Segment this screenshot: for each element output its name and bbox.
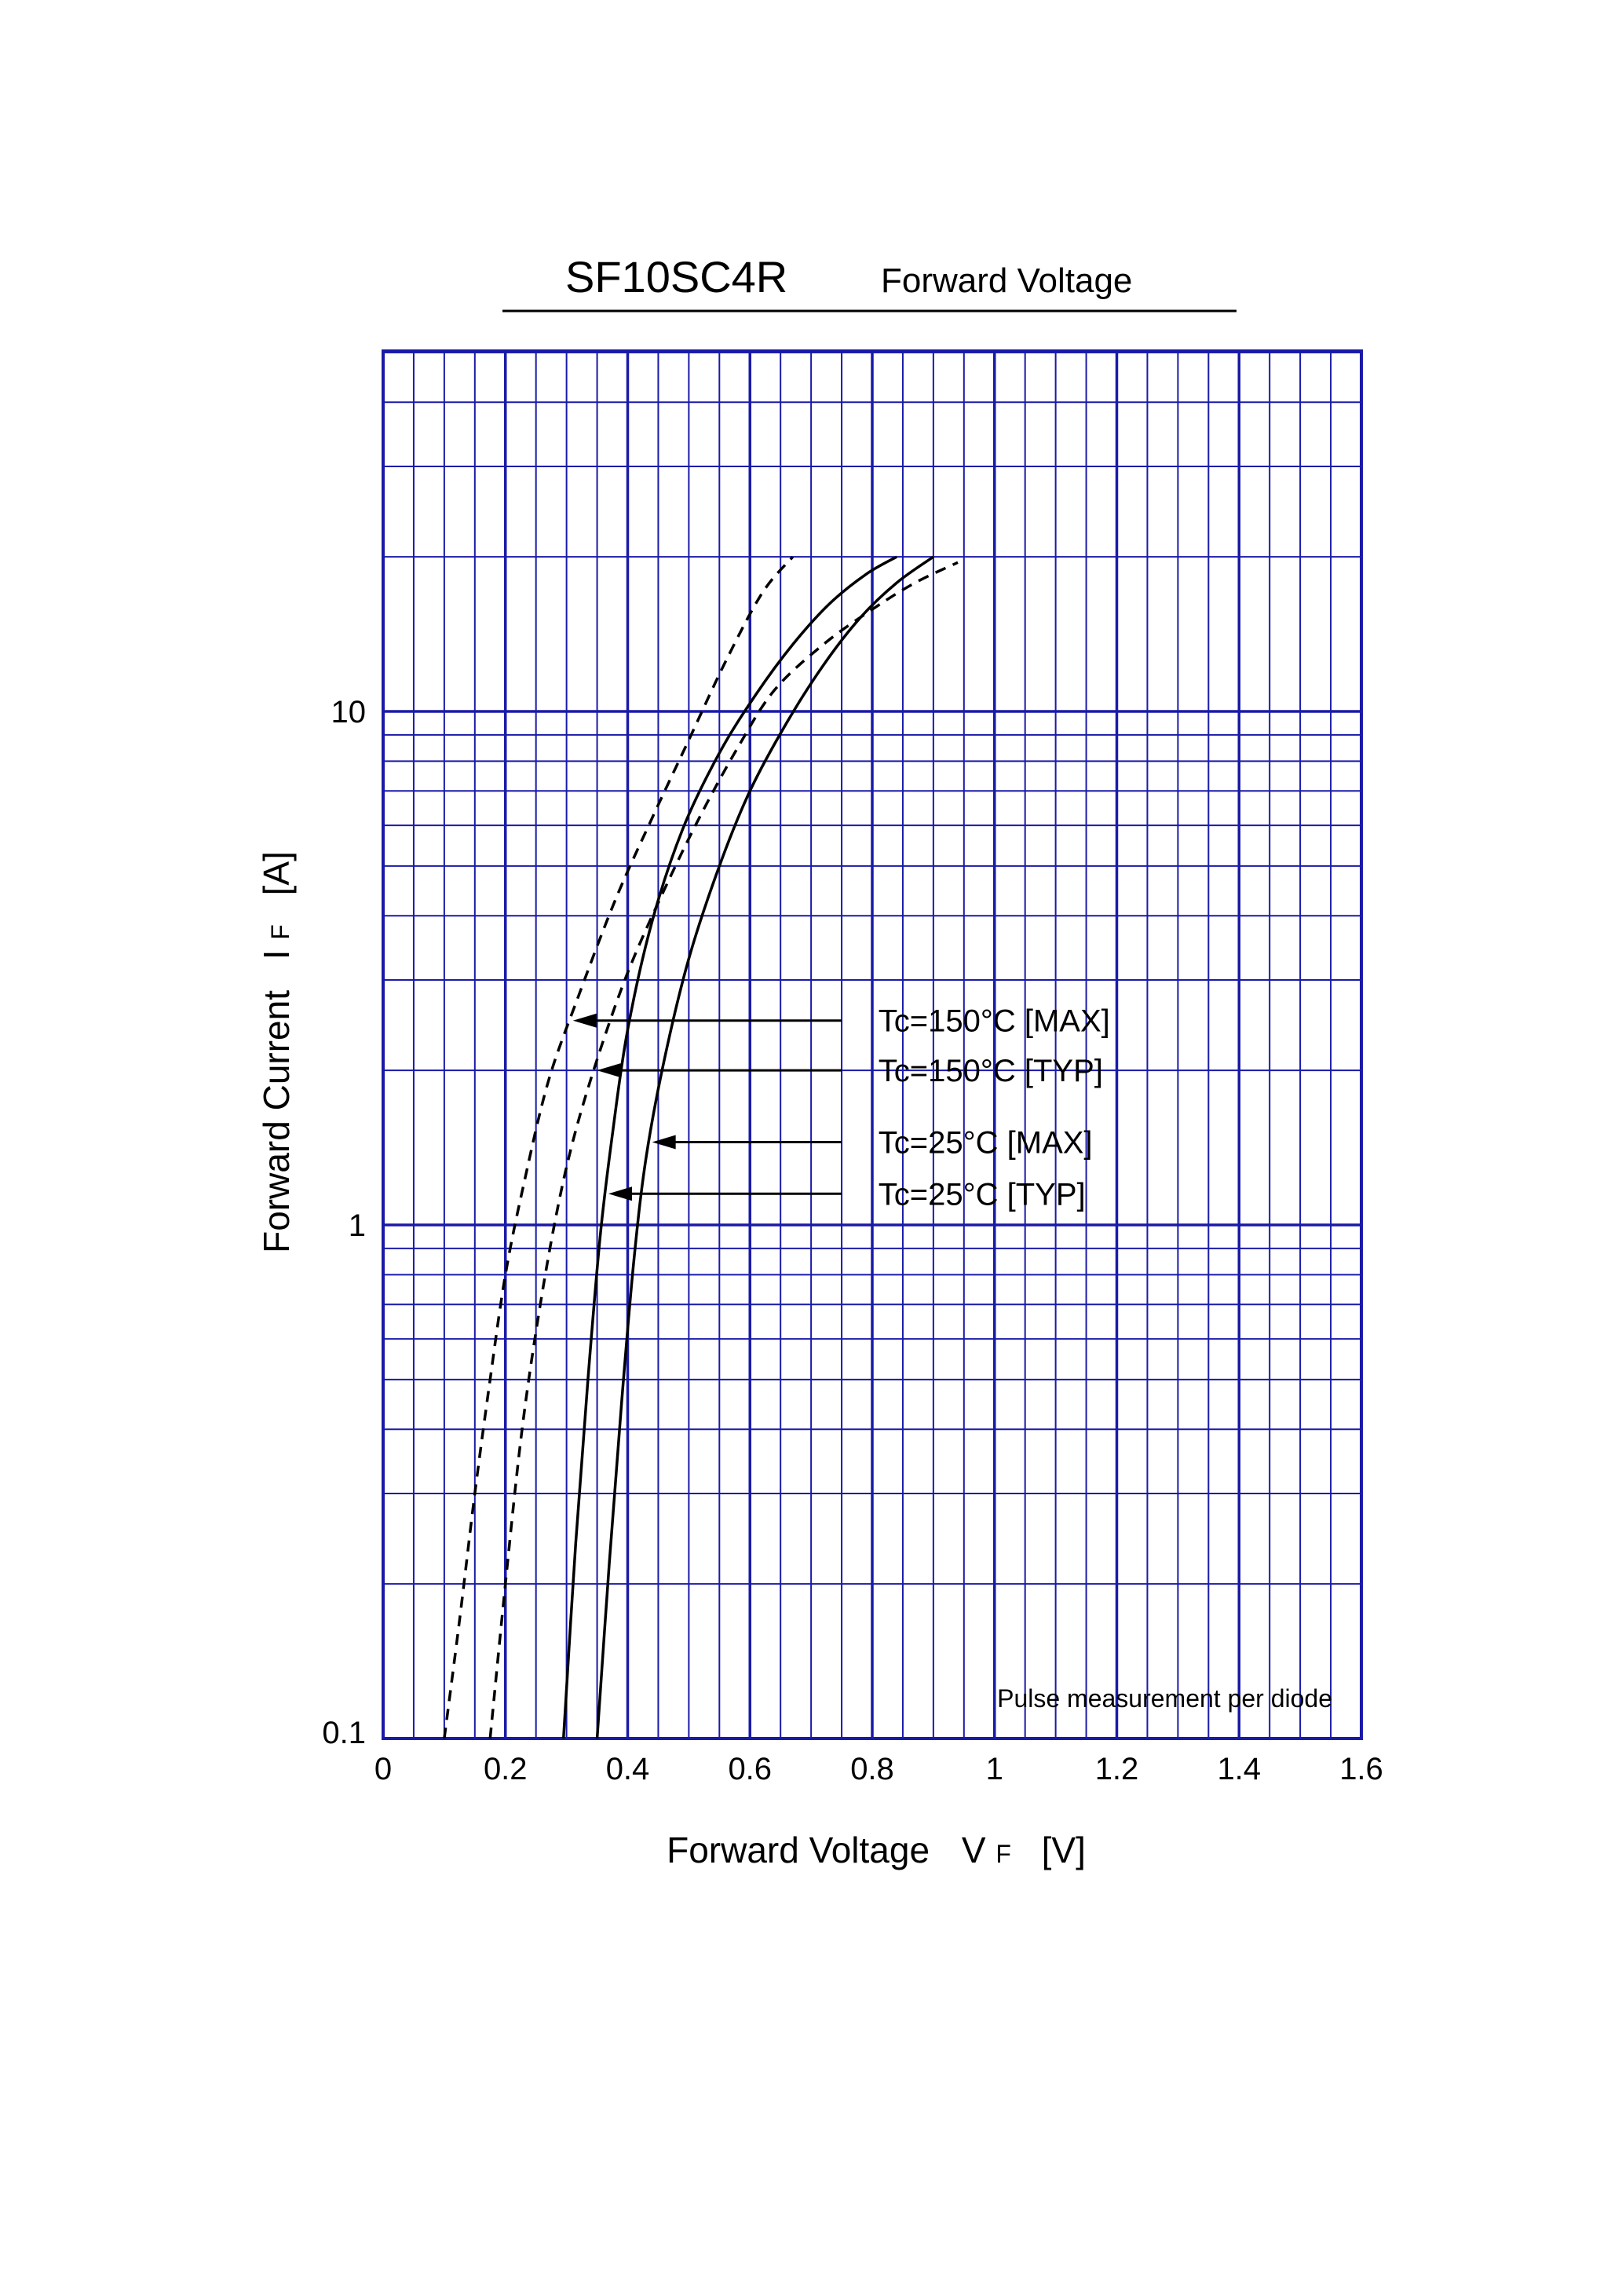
- x-axis-label: Forward Voltage V F [V]: [667, 1830, 1086, 1870]
- x-tick-label: 0: [374, 1752, 392, 1786]
- pulse-note: Pulse measurement per diode: [997, 1684, 1332, 1713]
- y-tick-label: 0.1: [322, 1716, 366, 1750]
- x-tick-label: 1.6: [1339, 1752, 1383, 1786]
- series-label-4: Tc=25°C [TYP]: [879, 1177, 1086, 1212]
- x-axis-symbol-sub: F: [995, 1840, 1011, 1868]
- x-tick-label: 1.2: [1095, 1752, 1139, 1786]
- label-arrow-head-1: [572, 1013, 597, 1028]
- series-line-1: [443, 555, 795, 1739]
- y-axis-unit: [A]: [256, 851, 297, 895]
- x-tick-label: 1: [986, 1752, 1003, 1786]
- y-axis-symbol-sub: F: [266, 924, 294, 940]
- y-tick-labels: 0.1 1 10: [322, 695, 366, 1750]
- grid-lines: [382, 351, 1363, 1740]
- curve-labels: Tc=150°C [MAX] Tc=150°C [TYP] Tc=25°C [MAX…: [572, 1004, 1110, 1212]
- x-tick-label: 1.4: [1217, 1752, 1261, 1786]
- series-line-4: [561, 555, 898, 1739]
- chart-title: SF10SC4R: [565, 252, 787, 302]
- label-arrow-head-3: [652, 1135, 676, 1150]
- chart-subtitle: Forward Voltage: [881, 261, 1132, 300]
- x-axis-label-text: Forward Voltage: [667, 1830, 930, 1870]
- x-tick-label: 0.6: [728, 1752, 772, 1786]
- series-label-3: Tc=25°C [MAX]: [879, 1125, 1093, 1160]
- x-tick-label: 0.2: [484, 1752, 528, 1786]
- y-axis-label-text: Forward Current: [256, 990, 297, 1253]
- curves: [443, 555, 959, 1739]
- x-tick-label: 0.4: [606, 1752, 650, 1786]
- x-tick-label: 0.8: [850, 1752, 894, 1786]
- series-line-3: [595, 555, 934, 1739]
- y-axis-symbol: I: [256, 949, 297, 960]
- plot-frame: [382, 349, 1363, 1740]
- label-arrow-head-2: [597, 1063, 621, 1078]
- label-arrow-head-4: [608, 1186, 632, 1201]
- x-axis-unit: [V]: [1042, 1830, 1086, 1870]
- y-tick-label: 1: [349, 1208, 366, 1243]
- y-tick-label: 10: [331, 695, 367, 729]
- series-line-2: [488, 561, 959, 1739]
- series-label-2: Tc=150°C [TYP]: [879, 1054, 1103, 1088]
- x-tick-labels: 0 0.2 0.4 0.6 0.8 1 1.2 1.4 1.6: [374, 1752, 1383, 1786]
- y-axis-label: Forward Current I F [A]: [256, 851, 297, 1253]
- x-axis-symbol: V: [962, 1830, 986, 1870]
- series-label-1: Tc=150°C [MAX]: [879, 1004, 1110, 1039]
